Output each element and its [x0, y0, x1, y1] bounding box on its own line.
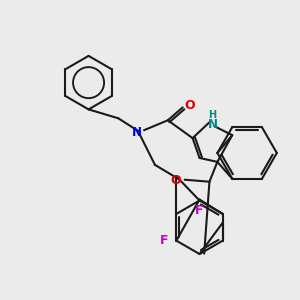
Text: N: N: [132, 126, 142, 139]
Text: N: N: [207, 118, 218, 131]
Text: O: O: [184, 99, 195, 112]
Text: O: O: [170, 174, 181, 187]
Text: H: H: [208, 110, 217, 120]
Text: F: F: [195, 204, 204, 217]
Text: F: F: [160, 234, 169, 247]
